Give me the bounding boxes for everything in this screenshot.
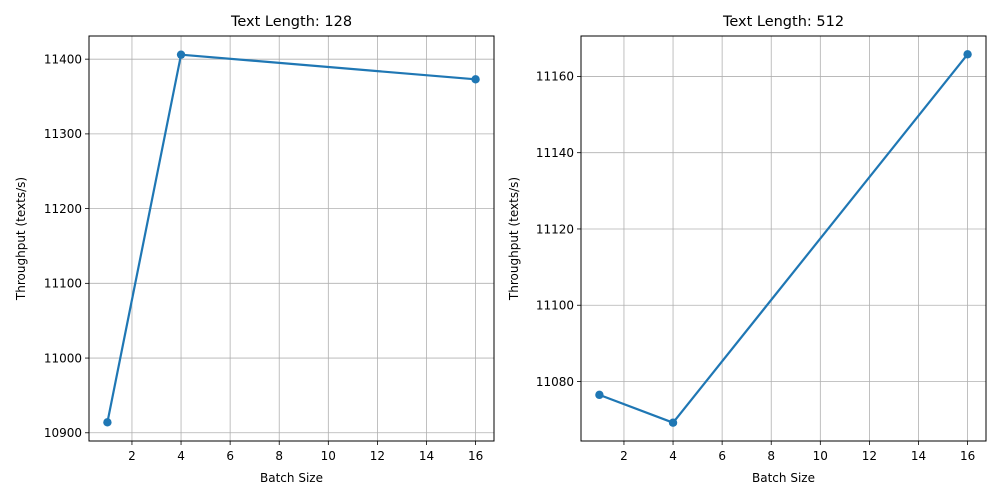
y-tick-label: 11080 <box>536 375 574 389</box>
axis-ticks: 2 4 6 8 10 12 14 16 11080 11100 11120 11140 11160 <box>536 70 975 463</box>
x-tick-label: 8 <box>767 449 775 463</box>
x-tick-label: 12 <box>370 449 385 463</box>
x-tick-label: 14 <box>419 449 434 463</box>
x-tick-label: 16 <box>468 449 483 463</box>
y-tick-label: 11000 <box>44 351 82 365</box>
x-axis-label: Batch Size <box>752 471 815 485</box>
grid-lines <box>89 36 494 441</box>
axis-ticks: 2 4 6 8 10 12 14 16 10900 11000 11100 11200 11300 114… <box>44 52 483 463</box>
chart-title: Text Length: 128 <box>230 14 352 30</box>
chart-title: Text Length: 512 <box>722 14 844 30</box>
chart-panel-right: Text Length: 512 Batch Size Throughput (… <box>507 14 987 485</box>
data-point <box>471 75 480 84</box>
x-tick-label: 2 <box>128 449 136 463</box>
x-tick-label: 8 <box>275 449 283 463</box>
x-tick-label: 14 <box>911 449 926 463</box>
y-tick-label: 11400 <box>44 52 82 66</box>
x-tick-label: 6 <box>226 449 234 463</box>
data-point <box>668 418 678 427</box>
axes-frame <box>88 35 495 442</box>
grid-lines <box>581 36 986 441</box>
y-tick-label: 11120 <box>536 222 574 236</box>
x-tick-label: 12 <box>862 449 877 463</box>
y-tick-label: 11160 <box>536 70 574 84</box>
y-tick-label: 11100 <box>44 277 82 291</box>
x-tick-label: 6 <box>718 449 726 463</box>
x-tick-label: 16 <box>960 449 975 463</box>
y-axis-label: Throughput (texts/s) <box>507 177 521 301</box>
x-tick-label: 4 <box>177 449 185 463</box>
data-point <box>595 390 604 400</box>
y-tick-label: 11100 <box>536 299 574 313</box>
x-tick-label: 10 <box>813 449 828 463</box>
data-series <box>103 50 480 427</box>
x-tick-label: 4 <box>669 449 677 463</box>
data-point <box>176 50 186 59</box>
axes-frame <box>580 35 987 442</box>
y-tick-label: 10900 <box>44 426 82 440</box>
y-tick-label: 11300 <box>44 127 82 141</box>
y-tick-label: 11200 <box>44 202 82 216</box>
x-tick-label: 2 <box>620 449 628 463</box>
y-tick-label: 11140 <box>536 146 574 160</box>
data-point <box>103 418 112 427</box>
y-axis-label: Throughput (texts/s) <box>14 177 28 301</box>
x-tick-label: 10 <box>321 449 336 463</box>
x-axis-label: Batch Size <box>260 471 323 485</box>
data-point <box>963 50 972 59</box>
data-series <box>595 50 972 427</box>
chart-panel-left: Text Length: 128 Batch Size Throughput (… <box>14 14 495 485</box>
